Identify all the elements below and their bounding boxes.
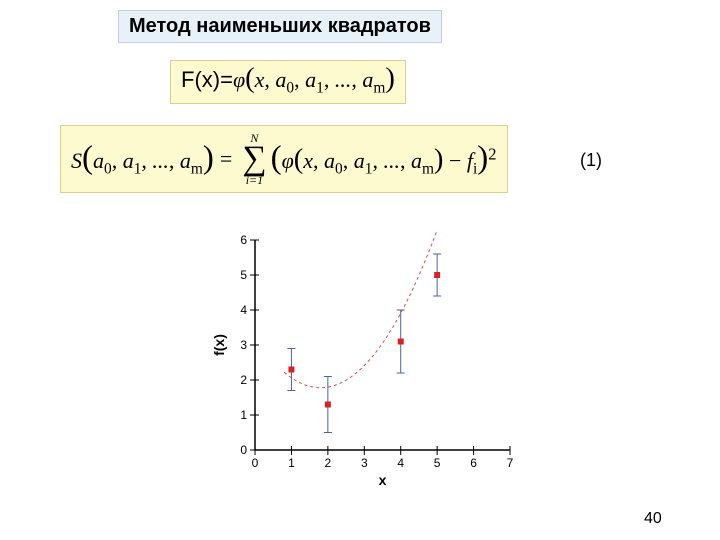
fit-curve <box>284 230 444 388</box>
least-squares-chart: 0 1 2 3 4 5 6 7 0 1 2 3 4 5 6 x f(x) <box>210 230 520 490</box>
page-title: Метод наименьших квадратов <box>118 10 442 43</box>
data-point <box>325 402 331 408</box>
data-point <box>398 339 404 345</box>
x-tick-label: 0 <box>252 456 259 470</box>
x-tick-label: 1 <box>288 456 295 470</box>
y-tick-label: 4 <box>240 303 247 317</box>
x-tick-label: 6 <box>470 456 477 470</box>
y-tick-label: 0 <box>240 443 247 457</box>
y-tick-label: 2 <box>240 373 247 387</box>
y-tick-label: 3 <box>240 338 247 352</box>
data-point <box>434 272 440 278</box>
formula-s: S(a0, a1, ..., am)=N∑i=1(φ(x, a0, a1, ..… <box>60 125 508 193</box>
equation-number: (1) <box>580 150 602 171</box>
y-tick-label: 5 <box>240 268 247 282</box>
data-point <box>288 367 294 373</box>
x-tick-label: 2 <box>325 456 332 470</box>
chart-svg: 0 1 2 3 4 5 6 7 0 1 2 3 4 5 6 x f(x) <box>210 230 520 490</box>
x-axis-label: x <box>379 472 387 488</box>
y-tick-label: 6 <box>240 233 247 247</box>
x-tick-label: 5 <box>434 456 441 470</box>
x-tick-label: 4 <box>397 456 404 470</box>
y-axis-label: f(x) <box>211 334 227 356</box>
x-tick-label: 7 <box>507 456 514 470</box>
x-tick-label: 3 <box>361 456 368 470</box>
y-tick-label: 1 <box>240 408 247 422</box>
page-number: 40 <box>644 510 662 528</box>
formula-fx: F(x)=φ(x, a0, a1, ..., am) <box>170 60 406 104</box>
